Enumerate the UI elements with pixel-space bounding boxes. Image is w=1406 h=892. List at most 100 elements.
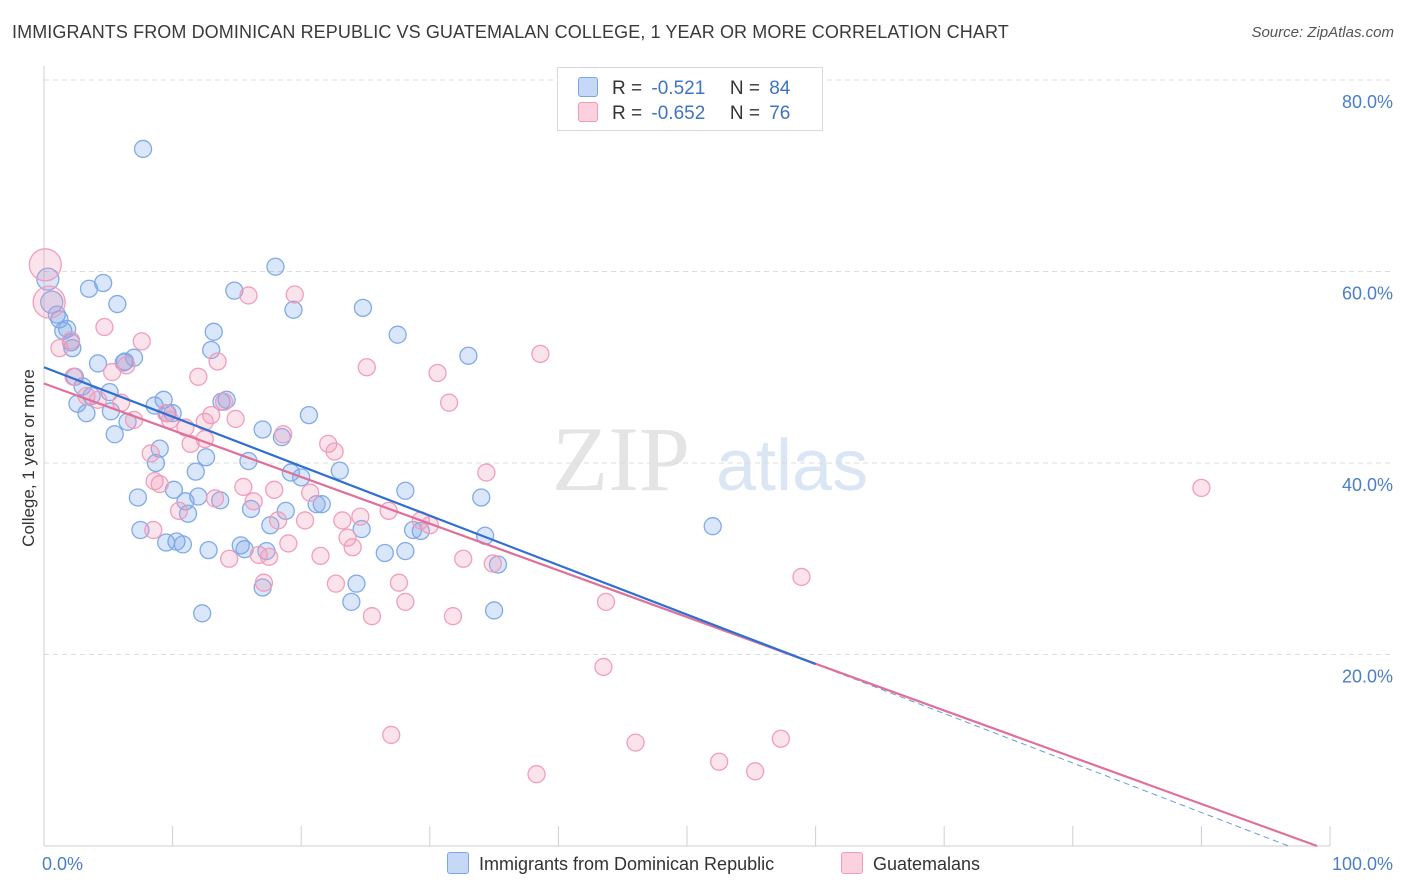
dominican-point bbox=[108, 294, 127, 314]
dominican-point bbox=[77, 404, 96, 423]
guatemalan-point bbox=[483, 554, 502, 573]
guatemalan-point bbox=[28, 248, 62, 282]
dominican-point bbox=[133, 139, 153, 159]
dominican-point bbox=[40, 290, 64, 314]
guatemalan-point bbox=[239, 286, 258, 305]
guatemalan-point bbox=[443, 607, 463, 626]
guatemalan-point bbox=[389, 573, 409, 592]
x-tick-label-min: 0.0% bbox=[42, 854, 83, 874]
dominican-swatch bbox=[578, 77, 598, 97]
guatemalan-point bbox=[594, 657, 613, 677]
dominican-point bbox=[199, 540, 218, 560]
guatemalan-n-value: 76 bbox=[769, 103, 791, 124]
dominican-point bbox=[225, 281, 244, 300]
guatemalan-point bbox=[265, 480, 284, 499]
dominican-point bbox=[36, 267, 60, 291]
dominican-point bbox=[57, 319, 77, 339]
guatemalan-swatch bbox=[578, 102, 598, 122]
guatemalan-point bbox=[338, 528, 357, 547]
dominican-point bbox=[284, 300, 303, 319]
gridlines bbox=[44, 79, 1393, 655]
dominican-point bbox=[388, 325, 407, 344]
dominican-point bbox=[342, 592, 361, 611]
chart-title: IMMIGRANTS FROM DOMINICAN REPUBLIC VS GU… bbox=[12, 22, 1009, 42]
axes bbox=[43, 66, 1331, 847]
dominican-point bbox=[94, 273, 113, 293]
dominican-point bbox=[189, 487, 208, 506]
guatemalan-point bbox=[150, 474, 169, 494]
trend-lines bbox=[43, 366, 1318, 848]
dominican-point bbox=[88, 354, 108, 373]
dominican-point bbox=[703, 517, 722, 536]
dominican-point bbox=[131, 520, 150, 540]
guatemalan-point bbox=[454, 549, 473, 568]
dominican-r-value: -0.521 bbox=[651, 78, 706, 99]
legend-item-dominican: Immigrants from Dominican Republic bbox=[447, 852, 774, 875]
dominican-n-value: 84 bbox=[769, 78, 791, 99]
guatemalan-point bbox=[439, 393, 459, 412]
guatemalan-n-label: N = bbox=[729, 103, 760, 124]
guatemalan-point bbox=[220, 549, 239, 568]
dominican-point bbox=[50, 310, 69, 329]
guatemalan-point bbox=[279, 534, 298, 553]
guatemalan-point bbox=[274, 425, 293, 444]
dominican-point bbox=[105, 425, 124, 444]
guatemalan-point bbox=[214, 392, 234, 411]
dominican-point bbox=[63, 338, 82, 358]
y-tick-label: 20.0% bbox=[1342, 667, 1393, 687]
dominican-point bbox=[150, 439, 169, 458]
y-axis-title: College, 1 year or more bbox=[19, 369, 38, 547]
guatemalan-point bbox=[208, 352, 227, 371]
watermark-zip: ZIP bbox=[552, 408, 690, 510]
guatemalan-point bbox=[792, 567, 811, 587]
y-tick-label: 60.0% bbox=[1342, 284, 1393, 304]
legend-item-guatemalan: Guatemalans bbox=[841, 852, 980, 875]
stats-row-guatemalan: R = -0.652 N = 76 bbox=[578, 102, 790, 126]
guatemalan-r-value: -0.652 bbox=[651, 103, 706, 124]
dominican-point bbox=[193, 604, 212, 623]
guatemalan-point bbox=[596, 592, 616, 611]
guatemalan-point bbox=[382, 725, 401, 745]
guatemalan-point bbox=[205, 489, 225, 508]
guatemalan-point bbox=[254, 573, 274, 592]
guatemalan-point bbox=[268, 511, 288, 530]
legend-dominican-label: Immigrants from Dominican Republic bbox=[479, 854, 775, 874]
guatemalan-point bbox=[362, 607, 382, 626]
source-label: Source: ZipAtlas.com bbox=[1251, 24, 1394, 41]
dominican-point bbox=[312, 495, 331, 514]
guatemalan-point bbox=[531, 344, 550, 363]
guatemalan-trend-line bbox=[43, 382, 1318, 848]
guatemalan-point bbox=[428, 363, 447, 383]
y-tick-label: 80.0% bbox=[1342, 92, 1393, 112]
dominican-point bbox=[154, 390, 173, 409]
guatemalan-point bbox=[132, 332, 151, 351]
series-dominican-points bbox=[36, 139, 722, 623]
guatemalan-point bbox=[1192, 478, 1211, 498]
dominican-point bbox=[375, 543, 394, 563]
dominican-point bbox=[128, 488, 148, 507]
legend-dominican-swatch bbox=[447, 852, 469, 874]
guatemalan-point bbox=[343, 538, 362, 557]
guatemalan-point bbox=[285, 285, 304, 304]
legend-guatemalan-label: Guatemalans bbox=[873, 854, 981, 874]
guatemalan-point bbox=[326, 574, 346, 593]
dominican-point bbox=[47, 305, 67, 324]
y-tick-label: 40.0% bbox=[1342, 475, 1393, 495]
stats-legend: R = -0.521 N = 84 R = -0.652 N = 76 bbox=[557, 67, 823, 131]
guatemalan-r-label: R = bbox=[612, 103, 643, 124]
dominican-point bbox=[353, 298, 373, 318]
dominican-point bbox=[124, 348, 144, 367]
guatemalan-point bbox=[333, 511, 352, 530]
guatemalan-point bbox=[169, 501, 189, 521]
guatemalan-point bbox=[202, 405, 221, 425]
dominican-point bbox=[196, 448, 216, 467]
guatemalan-point bbox=[325, 442, 344, 461]
dominican-point bbox=[472, 488, 491, 507]
legend-guatemalan-swatch bbox=[841, 852, 863, 874]
x-tick-label-max: 100.0% bbox=[1332, 854, 1393, 874]
guatemalan-point bbox=[311, 546, 330, 566]
guatemalan-point bbox=[117, 356, 136, 375]
dominican-point bbox=[253, 420, 272, 439]
dominican-point bbox=[459, 346, 478, 365]
